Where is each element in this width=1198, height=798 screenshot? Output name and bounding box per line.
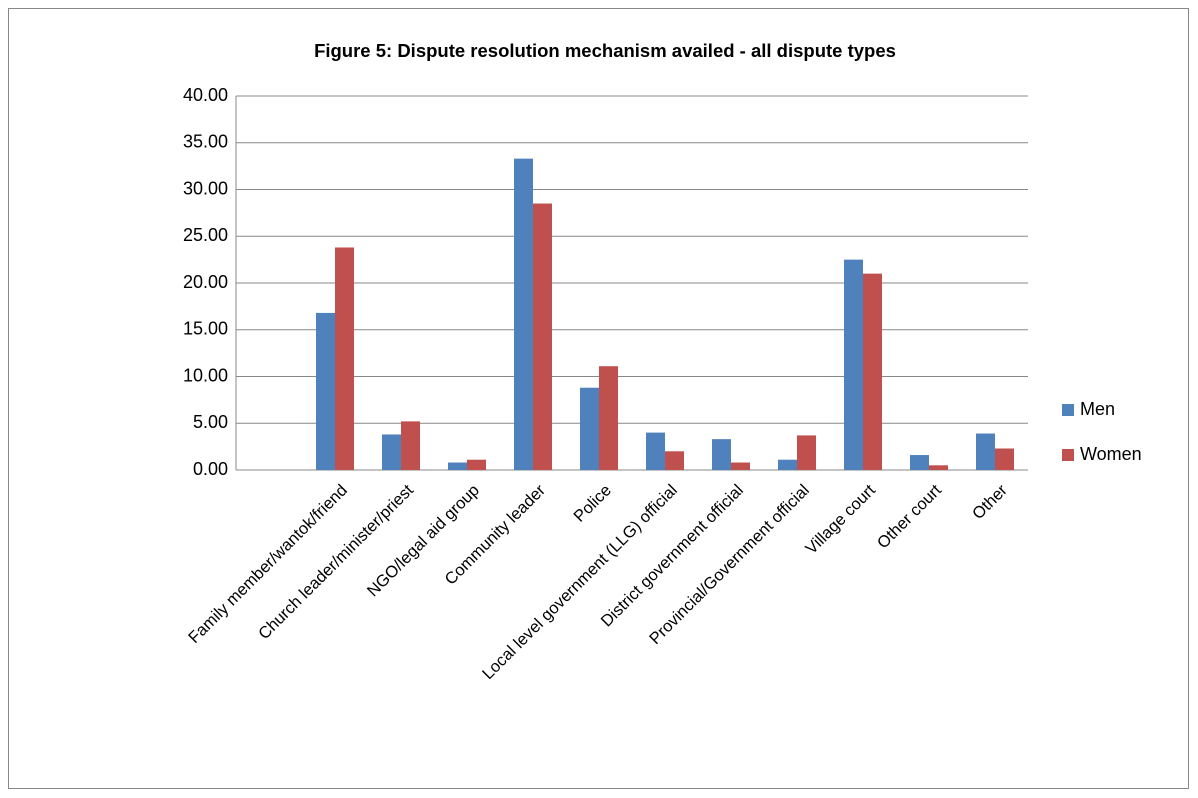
y-tick-label: 5.00 bbox=[193, 412, 228, 432]
bar bbox=[844, 259, 863, 470]
bar bbox=[863, 273, 882, 470]
y-tick-label: 40.00 bbox=[183, 85, 228, 105]
bar bbox=[382, 434, 401, 470]
bar bbox=[976, 433, 995, 470]
bar bbox=[448, 462, 467, 470]
bar bbox=[533, 203, 552, 470]
legend-swatch bbox=[1062, 404, 1074, 416]
bar bbox=[580, 387, 599, 470]
bar bbox=[599, 366, 618, 470]
bar bbox=[401, 421, 420, 470]
bar bbox=[731, 462, 750, 470]
y-tick-label: 0.00 bbox=[193, 459, 228, 479]
y-tick-label: 15.00 bbox=[183, 319, 228, 339]
bar bbox=[335, 247, 354, 470]
y-tick-label: 35.00 bbox=[183, 132, 228, 152]
legend-label: Women bbox=[1080, 444, 1142, 464]
bar bbox=[929, 465, 948, 470]
y-tick-label: 20.00 bbox=[183, 272, 228, 292]
bar bbox=[995, 448, 1014, 470]
y-tick-label: 10.00 bbox=[183, 365, 228, 385]
legend-label: Men bbox=[1080, 399, 1115, 419]
y-tick-label: 25.00 bbox=[183, 225, 228, 245]
bar bbox=[316, 312, 335, 470]
bar bbox=[514, 158, 533, 470]
bar bbox=[778, 459, 797, 470]
bar bbox=[665, 451, 684, 470]
bar bbox=[467, 459, 486, 470]
bar bbox=[797, 435, 816, 470]
bar bbox=[712, 439, 731, 470]
y-tick-label: 30.00 bbox=[183, 178, 228, 198]
legend-swatch bbox=[1062, 449, 1074, 461]
bar bbox=[646, 432, 665, 470]
bar bbox=[910, 455, 929, 470]
chart-title: Figure 5: Dispute resolution mechanism a… bbox=[314, 40, 896, 61]
